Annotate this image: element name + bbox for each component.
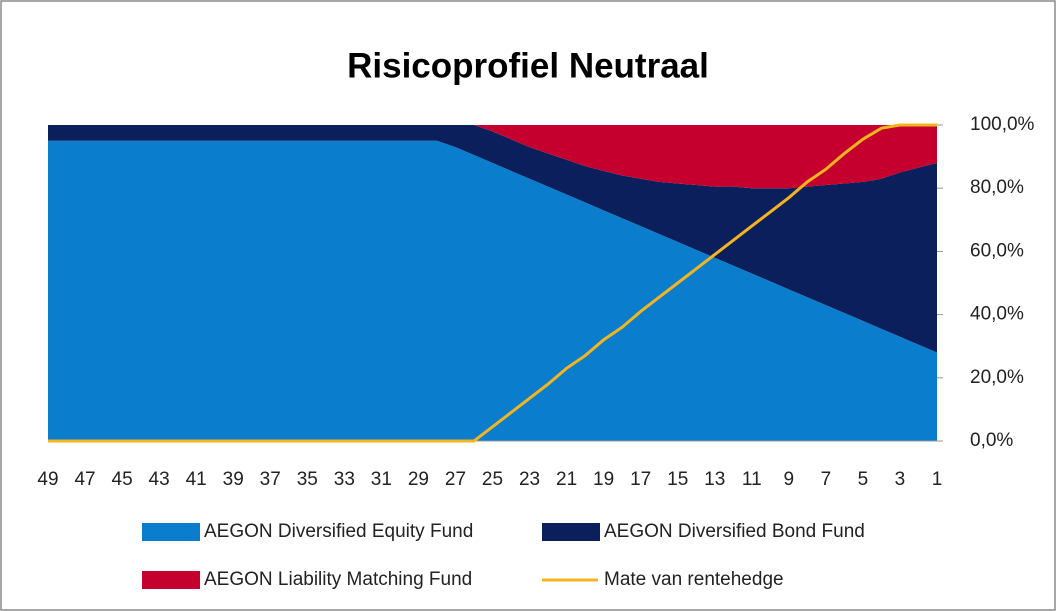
legend-swatch xyxy=(542,523,600,541)
y-tick-label: 0,0% xyxy=(970,430,1013,451)
x-tick-label: 23 xyxy=(519,469,540,490)
x-tick-label: 43 xyxy=(149,469,170,490)
area xyxy=(48,140,937,442)
x-tick-label: 33 xyxy=(334,469,355,490)
x-tick-label: 15 xyxy=(667,469,688,490)
y-tick-label: 80,0% xyxy=(970,177,1024,198)
y-tick-label: 20,0% xyxy=(970,367,1024,388)
x-tick-label: 11 xyxy=(742,469,762,490)
legend-label: Mate van rentehedge xyxy=(604,569,784,590)
y-tick-label: 60,0% xyxy=(970,240,1024,261)
x-tick-label: 39 xyxy=(223,469,244,490)
legend-label: AEGON Diversified Equity Fund xyxy=(204,521,473,542)
x-tick-label: 1 xyxy=(932,469,943,490)
x-tick-label: 19 xyxy=(593,469,614,490)
x-tick-label: 47 xyxy=(74,469,95,490)
x-tick-label: 7 xyxy=(821,469,832,490)
x-tick-label: 13 xyxy=(704,469,725,490)
x-tick-label: 9 xyxy=(784,469,795,490)
legend-swatch xyxy=(142,523,200,541)
x-tick-label: 35 xyxy=(297,469,318,490)
x-tick-label: 31 xyxy=(371,469,392,490)
x-tick-label: 25 xyxy=(482,469,503,490)
area xyxy=(48,125,937,353)
x-tick-label: 27 xyxy=(445,469,466,490)
y-tick-label: 100,0% xyxy=(970,114,1035,135)
x-tick-label: 21 xyxy=(556,469,577,490)
x-tick-label: 17 xyxy=(630,469,651,490)
x-tick-label: 5 xyxy=(858,469,869,490)
line xyxy=(48,123,937,443)
chart-title: Risicoprofiel Neutraal xyxy=(347,46,709,85)
y-tick-label: 40,0% xyxy=(970,304,1024,325)
legend-label: AEGON Liability Matching Fund xyxy=(204,569,472,590)
legend-swatch xyxy=(142,571,200,589)
legend-label: AEGON Diversified Bond Fund xyxy=(604,521,865,542)
x-tick-label: 45 xyxy=(112,469,133,490)
area xyxy=(48,125,937,189)
x-tick-label: 29 xyxy=(408,469,429,490)
x-tick-label: 41 xyxy=(186,469,207,490)
x-tick-label: 37 xyxy=(260,469,281,490)
x-tick-label: 49 xyxy=(37,469,58,490)
x-tick-label: 3 xyxy=(895,469,906,490)
